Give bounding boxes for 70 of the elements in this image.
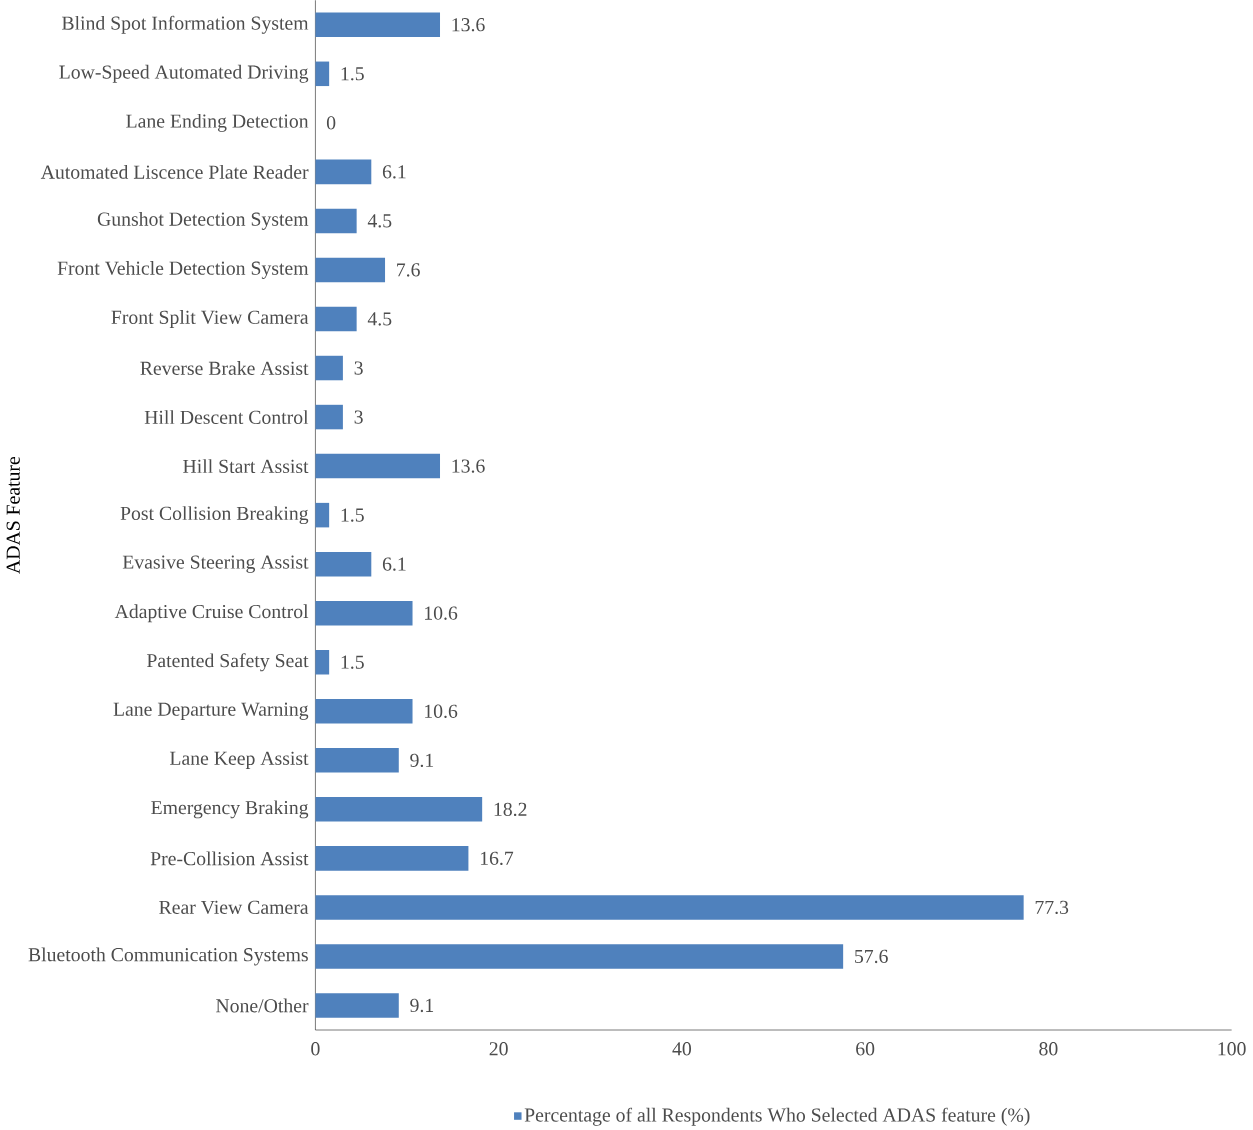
y-tick-label: Bluetooth Communication Systems <box>28 947 308 966</box>
bar <box>315 552 372 577</box>
data-label: 7.6 <box>397 263 420 277</box>
data-label: 9.1 <box>410 998 434 1013</box>
bar <box>315 355 343 381</box>
bar <box>315 601 413 626</box>
data-label: 16.7 <box>480 851 514 866</box>
bar <box>315 453 441 479</box>
bar <box>315 306 357 332</box>
data-label: 1.5 <box>341 67 364 81</box>
data-label: 4.5 <box>367 214 392 228</box>
y-tick-label: Blind Spot Information System <box>61 15 309 34</box>
data-label: 4.5 <box>367 312 392 326</box>
y-tick-label: Hill Start Assist <box>183 459 309 474</box>
y-axis-title: ADAS Feature <box>6 457 20 574</box>
x-tick-label: 100 <box>1218 1042 1246 1056</box>
data-label: 1.5 <box>341 655 364 670</box>
data-label: 13.6 <box>452 459 485 473</box>
x-tick-label: 60 <box>856 1042 875 1056</box>
bar <box>315 404 343 430</box>
bar <box>315 944 844 969</box>
data-label: 3 <box>354 361 363 375</box>
y-tick-label: Lane Ending Detection <box>126 114 309 132</box>
data-label: 10.6 <box>425 606 458 621</box>
data-label: 13.6 <box>452 18 485 32</box>
y-tick-label: Patented Safety Seat <box>146 653 309 672</box>
x-tick-label: 20 <box>489 1042 508 1056</box>
bar <box>315 846 469 871</box>
x-tick-label: 40 <box>672 1042 692 1056</box>
bar <box>315 699 413 724</box>
data-label: 10.6 <box>425 704 458 719</box>
bar <box>315 12 441 38</box>
y-tick-label: Front Vehicle Detection System <box>57 261 309 280</box>
bar <box>315 748 399 773</box>
bar <box>315 503 330 528</box>
y-tick-label: Rear View Camera <box>159 900 309 915</box>
data-label: 0 <box>326 116 336 130</box>
data-label: 6.1 <box>382 557 406 571</box>
bar <box>315 650 330 675</box>
y-tick-label: None/Other <box>216 998 309 1013</box>
bar <box>315 257 386 283</box>
data-label: 1.5 <box>341 508 364 522</box>
bar <box>315 895 1024 920</box>
y-tick-label: Adaptive Cruise Control <box>114 604 309 623</box>
y-tick-label: Reverse Brake Assist <box>140 361 309 376</box>
y-tick-label: Evasive Steering Assist <box>122 555 309 573</box>
data-label: 3 <box>354 410 363 424</box>
y-tick-label: Lane Departure Warning <box>113 702 309 721</box>
x-tick-label: 0 <box>311 1042 320 1056</box>
bar <box>315 208 357 234</box>
data-label: 57.6 <box>855 949 888 964</box>
y-tick-label: Pre-Collision Assist <box>150 851 309 866</box>
data-label: 6.1 <box>382 165 406 179</box>
bar <box>315 159 372 185</box>
data-label: 18.2 <box>494 802 527 817</box>
data-label: 9.1 <box>410 753 434 768</box>
y-tick-label: Hill Descent Control <box>144 410 309 425</box>
data-label: 77.3 <box>1035 900 1069 915</box>
legend-label: Percentage of all Respondents Who Selected ADAS feature (%) <box>524 1107 1030 1126</box>
y-tick-label: Lane Keep Assist <box>169 751 309 770</box>
y-tick-label: Emergency Braking <box>151 800 309 819</box>
bar <box>315 993 399 1018</box>
y-tick-label: Post Collision Breaking <box>120 506 309 525</box>
y-tick-label: Low-Speed Automated Driving <box>59 64 309 83</box>
bar <box>315 61 330 87</box>
y-tick-label: Front Split View Camera <box>111 310 309 329</box>
bar <box>315 797 483 822</box>
y-tick-label: Gunshot Detection System <box>97 212 309 231</box>
x-tick-label: 80 <box>1039 1042 1058 1056</box>
y-tick-label: Automated Liscence Plate Reader <box>40 165 309 179</box>
